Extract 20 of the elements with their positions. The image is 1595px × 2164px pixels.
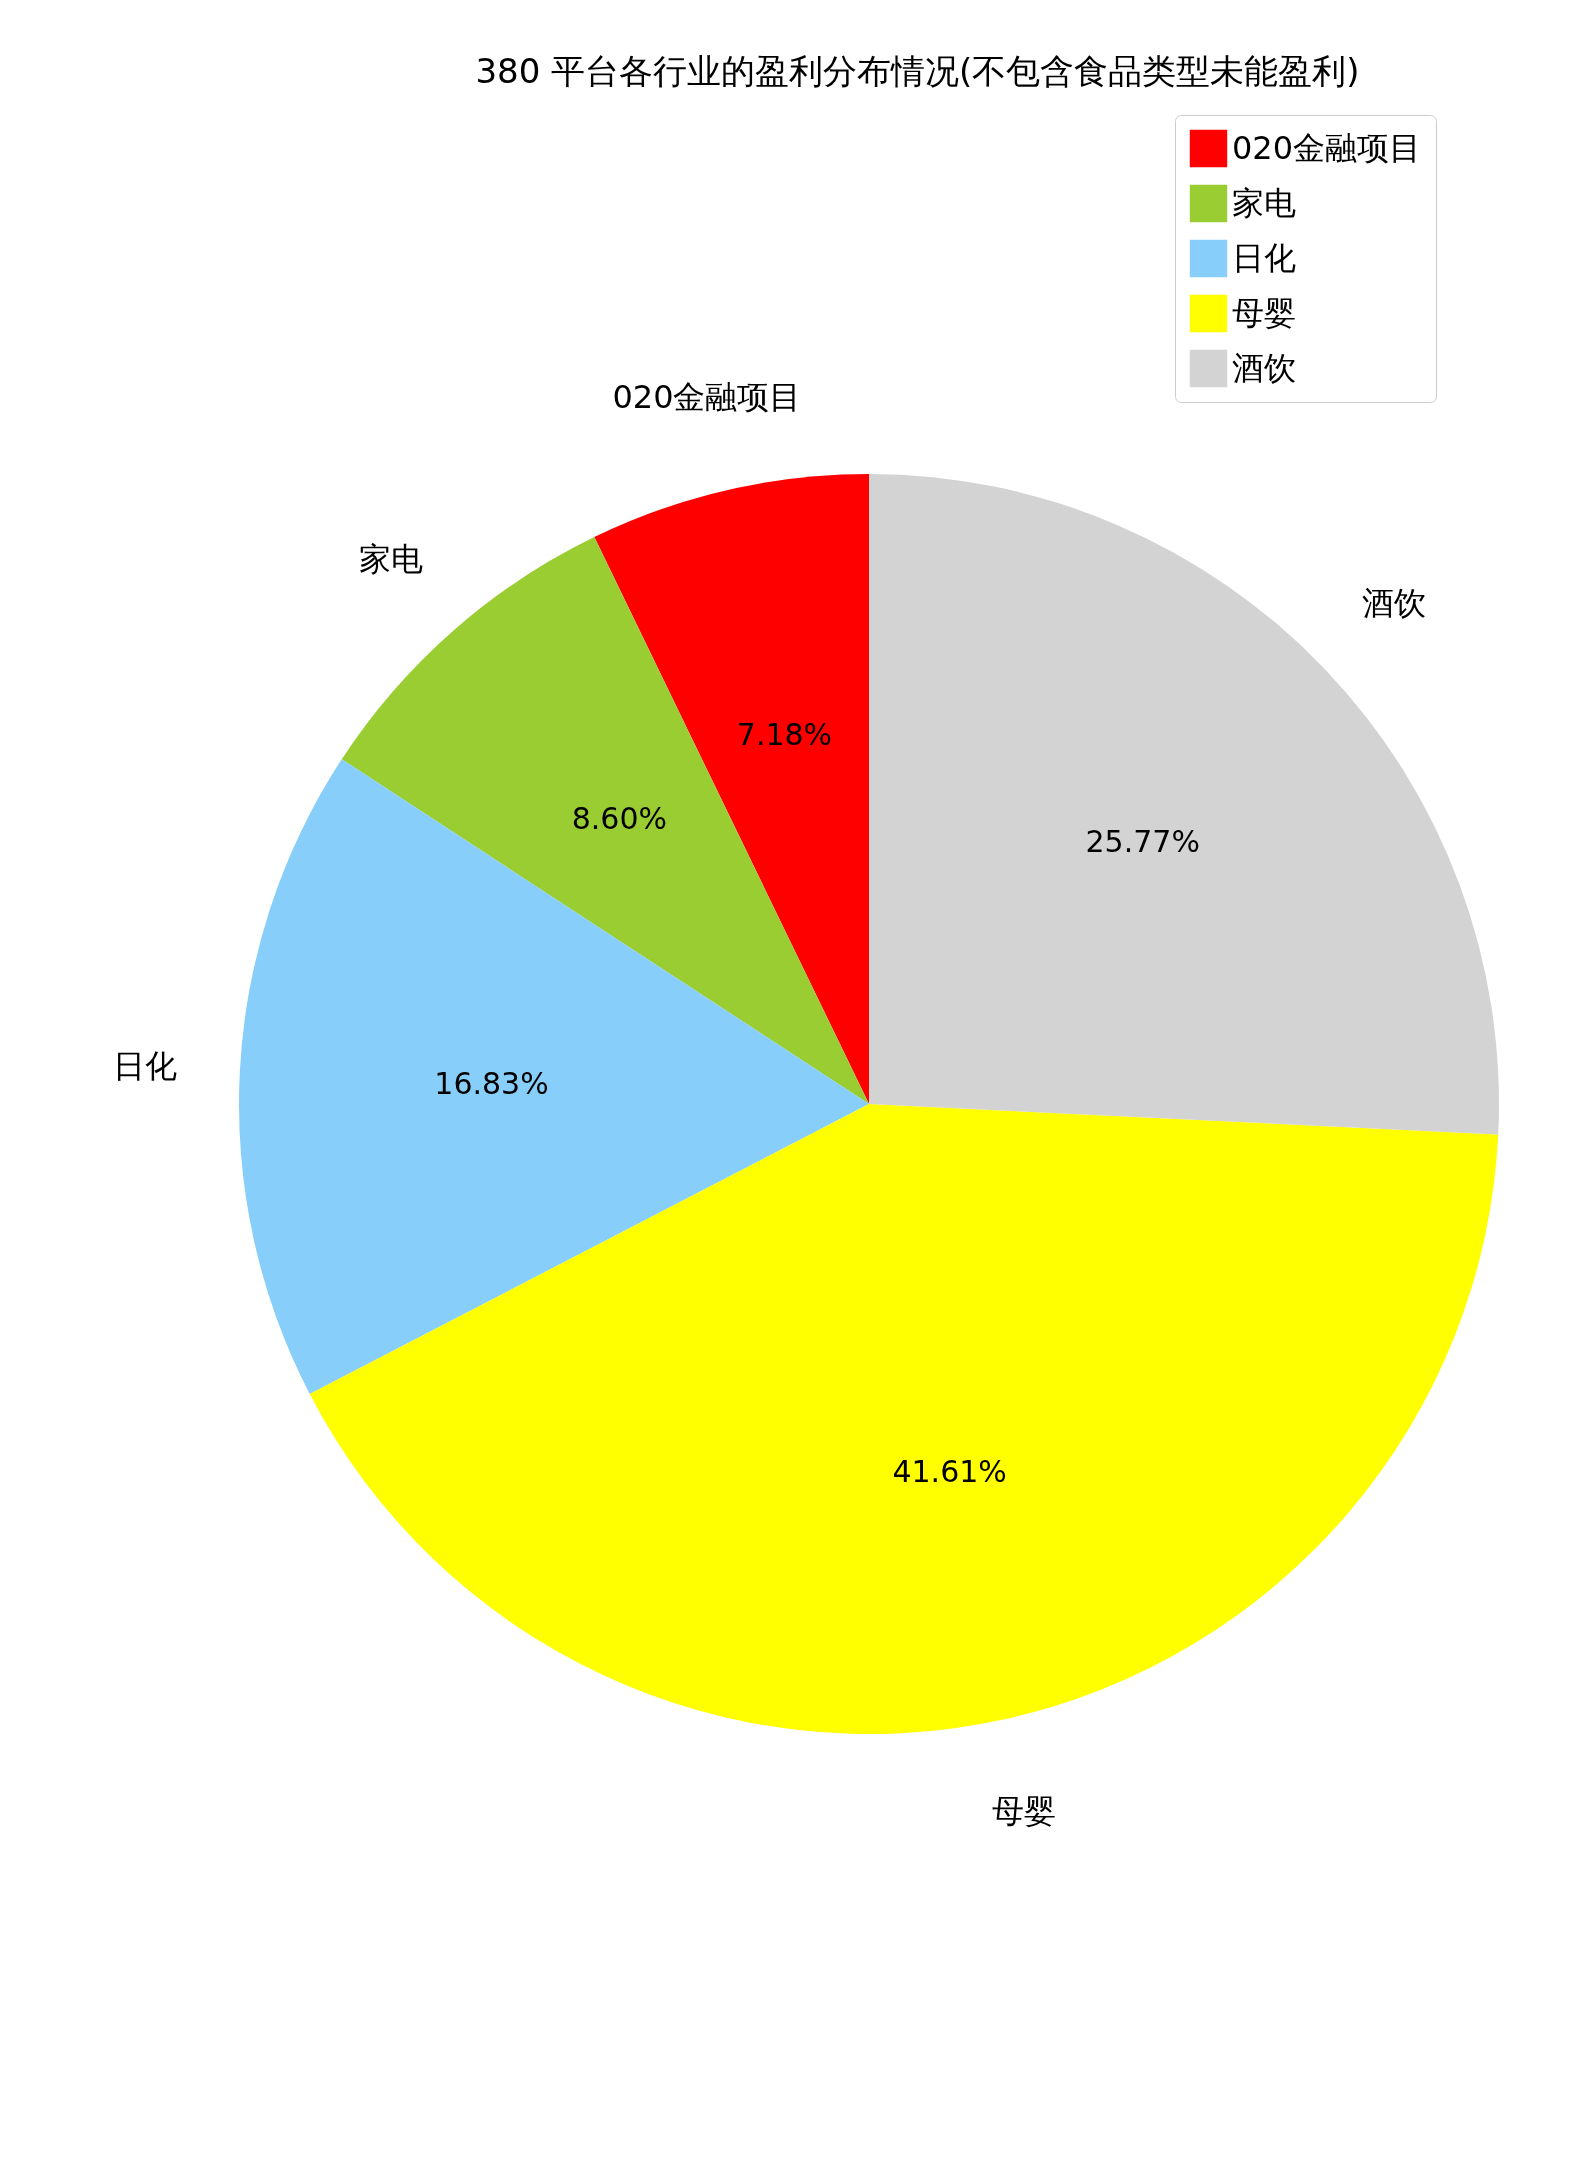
legend-label: 母婴 <box>1232 293 1296 332</box>
slice-label: 母婴 <box>991 1791 1056 1830</box>
data-label: 25.77% <box>1085 824 1200 860</box>
slice-label: 家电 <box>358 539 423 578</box>
data-label: 41.61% <box>892 1454 1007 1490</box>
pie-slice <box>869 474 1499 1135</box>
data-label: 16.83% <box>434 1065 549 1101</box>
legend-label: 日化 <box>1232 238 1296 277</box>
slice-label: 酒饮 <box>1361 584 1426 623</box>
legend-label: 020金融项目 <box>1232 128 1422 167</box>
chart-title: 380 平台各行业的盈利分布情况(不包含食品类型未能盈利) <box>475 51 1360 91</box>
pie-slice <box>239 759 869 1394</box>
slice-label: 日化 <box>113 1047 178 1086</box>
pie-slice <box>341 537 869 1104</box>
slice-label: 020金融项目 <box>612 377 802 416</box>
data-label: 8.60% <box>571 801 668 837</box>
legend-label: 酒饮 <box>1232 348 1296 387</box>
pie-slice <box>309 1104 1499 1734</box>
legend-label: 家电 <box>1232 183 1296 222</box>
data-label: 7.18% <box>736 716 833 752</box>
